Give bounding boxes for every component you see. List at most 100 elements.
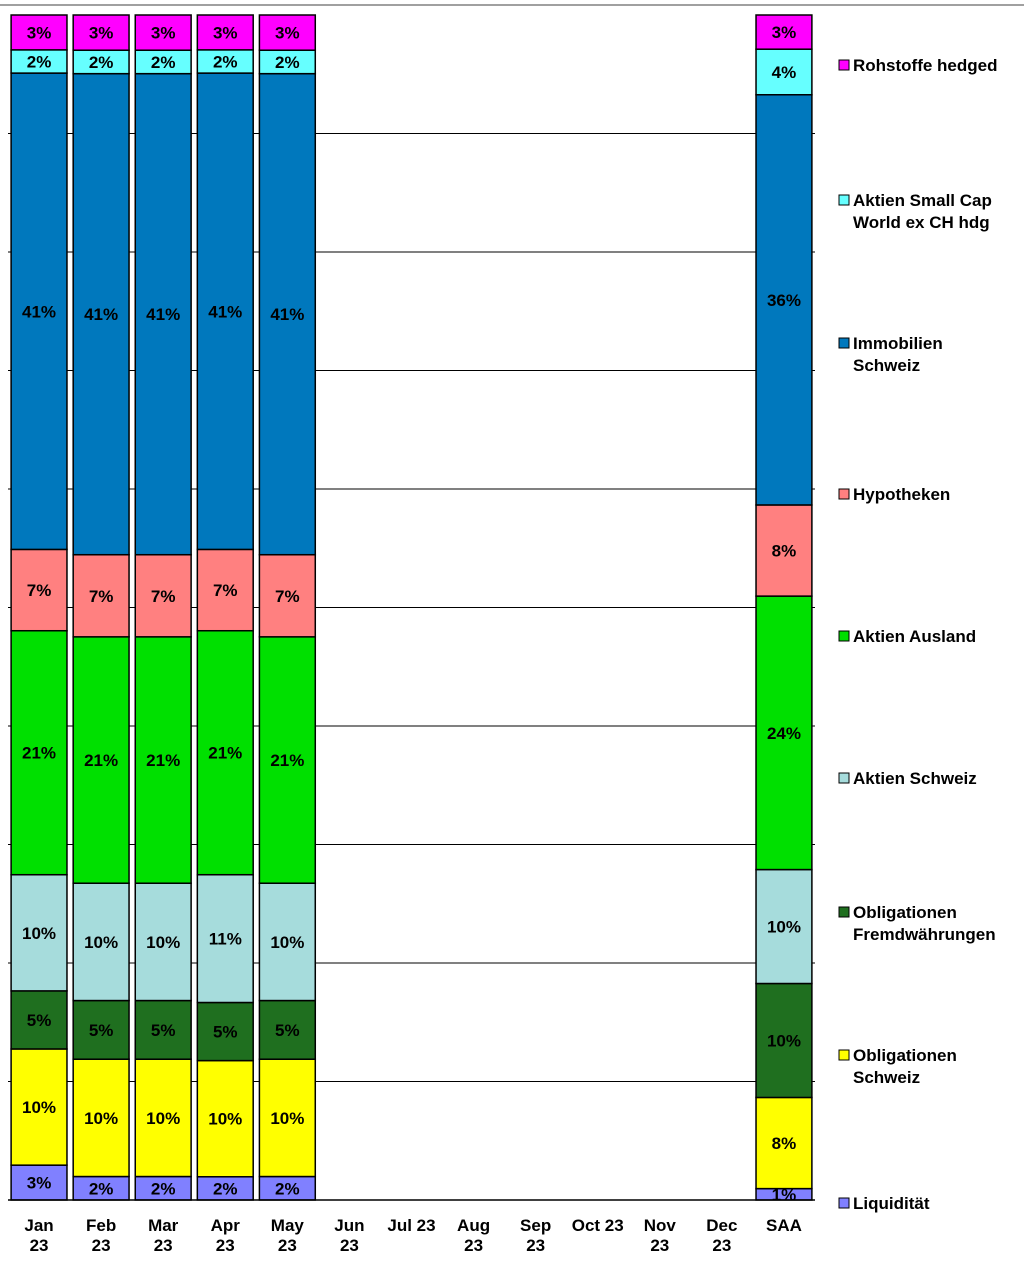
- segment-value-label: 7%: [27, 581, 52, 600]
- segment-value-label: 10%: [22, 924, 56, 943]
- segment-value-label: 2%: [213, 1179, 238, 1198]
- legend-label: Aktien Small Cap: [853, 191, 992, 210]
- bar-segment: [196, 629, 254, 876]
- x-tick-label: SAA: [766, 1216, 802, 1235]
- segment-value-label: 7%: [89, 587, 114, 606]
- segment-value-label: 41%: [84, 305, 118, 324]
- bar-segment: [10, 873, 68, 992]
- x-tick-label: 23: [92, 1236, 111, 1255]
- bar-segment: [258, 14, 317, 51]
- bar-segment: [134, 14, 192, 51]
- segment-value-label: 2%: [275, 53, 300, 72]
- legend-label: Rohstoffe hedged: [853, 56, 998, 75]
- legend-swatch: [838, 337, 850, 349]
- segment-value-label: 3%: [27, 23, 52, 42]
- legend-label: Fremdwährungen: [853, 925, 996, 944]
- segment-value-label: 1%: [772, 1185, 797, 1204]
- segment-value-label: 8%: [772, 542, 797, 561]
- bar-segment: [10, 14, 68, 51]
- bar-segment: [196, 14, 254, 51]
- bar-segment: [755, 14, 813, 50]
- bar-segment: [196, 1059, 254, 1178]
- bar-segment: [72, 1058, 130, 1178]
- segment-value-label: 21%: [208, 744, 242, 763]
- x-tick-label: Feb: [86, 1216, 116, 1235]
- segment-value-label: 36%: [767, 291, 801, 310]
- legend-label: Schweiz: [853, 1068, 920, 1087]
- bar-segment: [72, 72, 130, 556]
- segment-labels: 3% 10% 5% 10% 21% 7% 41% 2% 3% 2% 10% 5% 10% 21% 7% 41%…: [22, 23, 801, 1204]
- bar-segment: [258, 636, 317, 884]
- legend-swatch: [838, 488, 850, 500]
- x-tick-label: 23: [216, 1236, 235, 1255]
- segment-value-label: 3%: [89, 24, 114, 43]
- x-tick-label: Jun: [334, 1216, 364, 1235]
- segment-value-label: 5%: [89, 1021, 114, 1040]
- x-tick-label: Nov: [644, 1216, 677, 1235]
- segment-value-label: 3%: [151, 24, 176, 43]
- bar-segment: [134, 1058, 192, 1178]
- legend-swatch: [838, 906, 850, 918]
- bar-segment: [755, 982, 813, 1099]
- segment-value-label: 2%: [27, 52, 52, 71]
- bar-segment: [134, 72, 192, 556]
- segment-value-label: 41%: [270, 305, 304, 324]
- segment-value-label: 3%: [27, 1174, 52, 1193]
- legend-label: Hypotheken: [853, 485, 950, 504]
- segment-value-label: 2%: [151, 1179, 176, 1198]
- bar-segment: [258, 1058, 317, 1178]
- legend-swatch: [838, 194, 850, 206]
- legend-label: World ex CH hdg: [853, 213, 990, 232]
- legend: Rohstoffe hedged Aktien Small Cap World ex…: [838, 56, 998, 1213]
- segment-value-label: 7%: [151, 587, 176, 606]
- legend-label: Immobilien: [853, 334, 943, 353]
- segment-value-label: 3%: [772, 23, 797, 42]
- bar-segment: [755, 1096, 813, 1190]
- segment-value-label: 7%: [275, 587, 300, 606]
- segment-value-label: 2%: [275, 1179, 300, 1198]
- bar-segment: [196, 548, 254, 632]
- bar-segment: [134, 882, 192, 1002]
- bar-segment: [755, 94, 813, 506]
- bar-segment: [134, 999, 192, 1060]
- bar-segment: [72, 999, 130, 1060]
- x-tick-label: 23: [650, 1236, 669, 1255]
- bar-segment: [755, 595, 813, 871]
- legend-label: Aktien Ausland: [853, 627, 976, 646]
- segment-value-label: 8%: [772, 1134, 797, 1153]
- segment-value-label: 41%: [208, 302, 242, 321]
- bar-segment: [258, 72, 317, 556]
- segment-value-label: 10%: [270, 1109, 304, 1128]
- bar-segment: [10, 1048, 68, 1166]
- segment-value-label: 3%: [275, 24, 300, 43]
- legend-label: Aktien Schweiz: [853, 769, 977, 788]
- segment-value-label: 2%: [213, 52, 238, 71]
- segment-value-label: 10%: [208, 1110, 242, 1129]
- segment-value-label: 10%: [146, 933, 180, 952]
- bar-segment: [72, 636, 130, 884]
- bar-segment: [134, 553, 192, 638]
- segment-value-label: 21%: [22, 744, 56, 763]
- segment-value-label: 10%: [767, 1031, 801, 1050]
- x-tick-label: 23: [30, 1236, 49, 1255]
- segment-value-label: 21%: [84, 751, 118, 770]
- legend-swatch: [838, 772, 850, 784]
- x-tick-label: 23: [278, 1236, 297, 1255]
- segment-value-label: 21%: [146, 751, 180, 770]
- x-tick-label: Mar: [148, 1216, 179, 1235]
- x-tick-label: Apr: [211, 1216, 241, 1235]
- segment-value-label: 7%: [213, 581, 238, 600]
- segment-value-label: 2%: [89, 1179, 114, 1198]
- x-tick-label: Jan: [24, 1216, 53, 1235]
- legend-swatch: [838, 1197, 850, 1209]
- segment-value-label: 10%: [270, 933, 304, 952]
- bar-segment: [196, 873, 254, 1004]
- x-tick-label: 23: [712, 1236, 731, 1255]
- legend-label: Schweiz: [853, 356, 920, 375]
- segment-value-label: 10%: [146, 1109, 180, 1128]
- bar-segment: [196, 72, 254, 551]
- segment-value-label: 5%: [27, 1011, 52, 1030]
- x-tick-label: May: [271, 1216, 305, 1235]
- x-tick-label: Oct 23: [572, 1216, 624, 1235]
